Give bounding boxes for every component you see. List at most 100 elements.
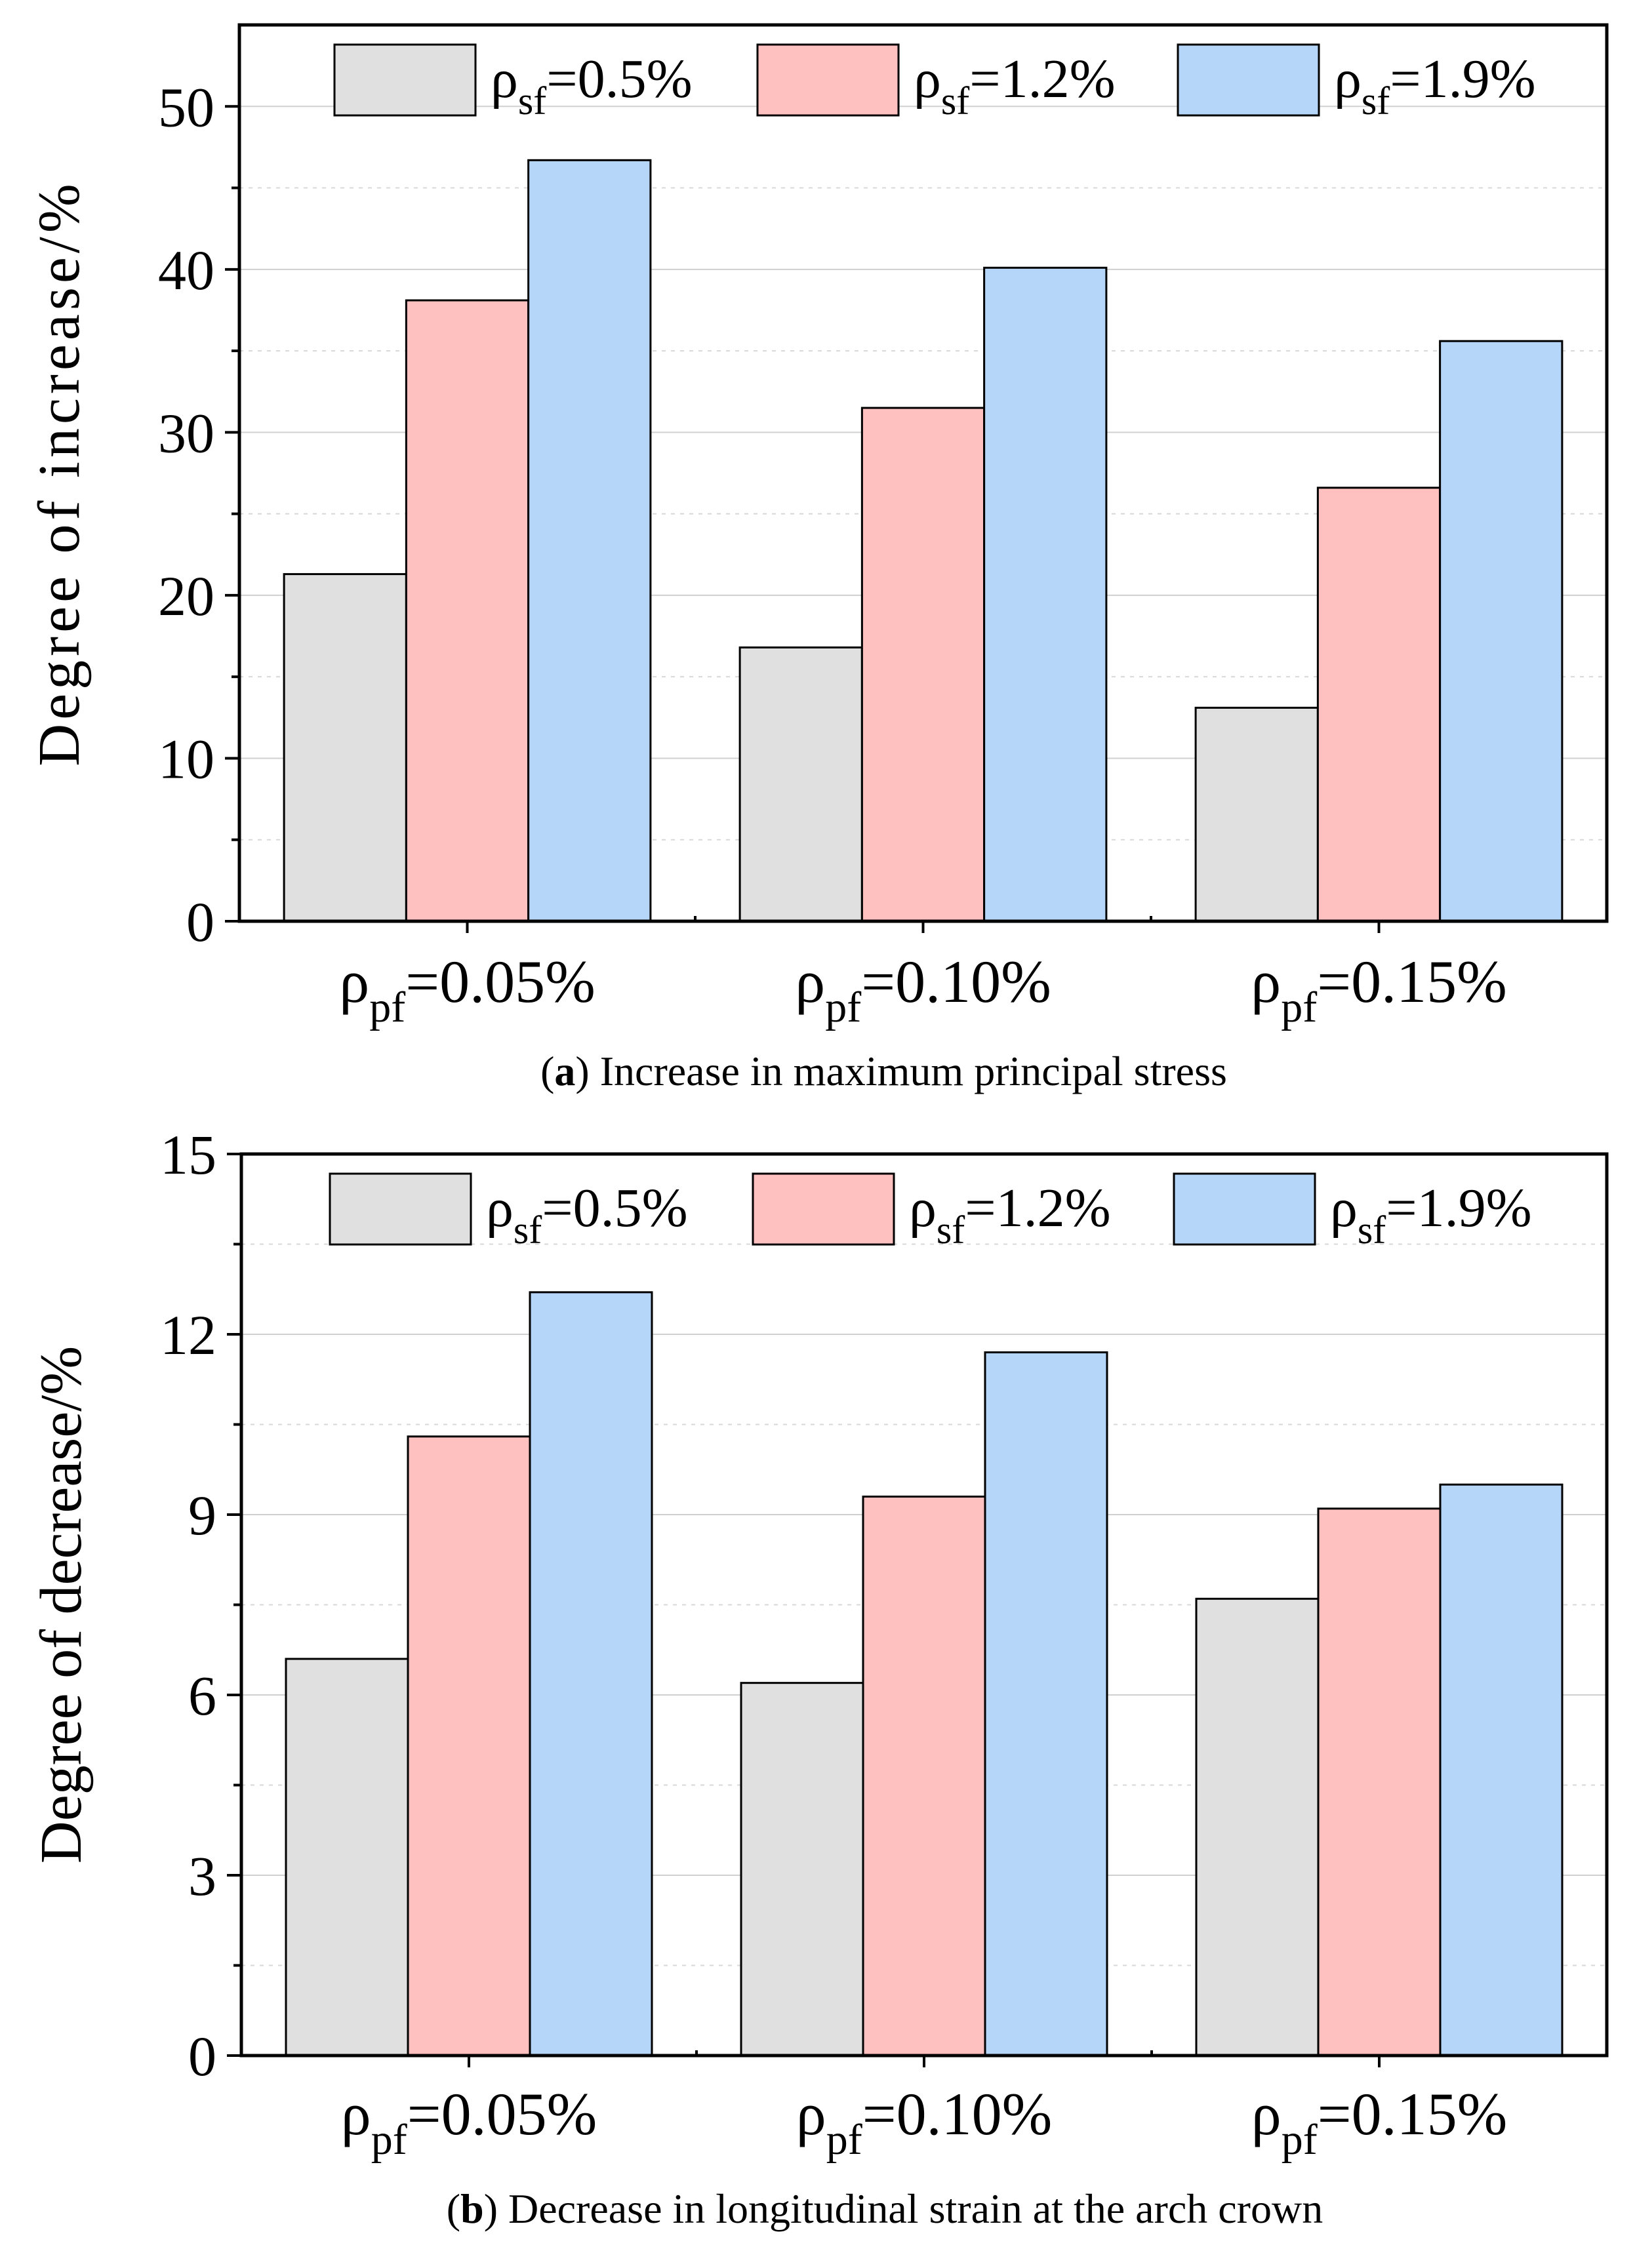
legend-swatch [1173,1172,1316,1246]
bar-sf-1-cat-3 [1195,1597,1320,2057]
y-tick-label: 50 [158,75,214,138]
legend: ρsf=0.5% ρsf=1.2% ρsf=1.9% [333,43,1536,123]
x-axis: ρpf=0.05% ρpf=0.10% ρpf=0.15% [341,2050,1507,2164]
legend-label-value: =1.9% [1390,49,1535,109]
legend-label-symbol: ρ [1330,1178,1358,1239]
legend-label-symbol: ρ [486,1178,514,1239]
x-tick-label: ρpf=0.10% [795,948,1051,1031]
panel-caption: (a) Increase in maximum principal stress [540,1048,1227,1094]
legend-item: ρsf=1.9% [1177,43,1536,123]
x-tick-label-symbol: ρ [339,948,369,1015]
legend-label-value: =0.5% [542,1178,687,1239]
legend-swatch [752,1172,895,1246]
x-tick-label-value: =0.15% [1318,2080,1508,2147]
x-tick-label-subscript: pf [826,2116,862,2164]
y-axis: 0 10 20 30 40 50 [158,75,239,953]
x-tick-label: ρpf=0.05% [341,2080,597,2164]
x-tick-label-subscript: pf [1281,984,1317,1031]
x-tick-label: ρpf=0.10% [796,2080,1052,2164]
x-tick-label-symbol: ρ [1251,2080,1282,2147]
legend-label: ρsf=1.2% [914,49,1116,123]
legend-label-value: =1.9% [1386,1178,1531,1239]
legend-label-subscript: sf [514,1208,542,1252]
legend-label-subscript: sf [518,79,546,123]
y-tick-label: 12 [160,1303,216,1366]
caption-paren-open: ( [447,2185,460,2232]
y-axis-label: Degree of increase/% [27,180,92,766]
bar-sf-3-cat-1 [527,159,652,923]
caption-paren-open: ( [540,1048,554,1094]
legend: ρsf=0.5% ρsf=1.2% ρsf=1.9% [329,1172,1532,1252]
x-tick-label-value: =0.15% [1317,948,1507,1015]
y-tick-label: 9 [188,1484,216,1547]
legend-swatch [1177,43,1320,117]
caption-text: Decrease in longitudinal strain at the a… [508,2185,1323,2232]
x-tick-label-symbol: ρ [796,2080,826,2147]
x-tick-label-symbol: ρ [795,948,825,1015]
legend-label-subscript: sf [937,1208,965,1252]
legend-label-symbol: ρ [909,1178,937,1239]
y-tick-label: 0 [188,2025,216,2088]
x-tick-label-subscript: pf [371,2116,407,2164]
bar-sf-2-cat-3 [1317,1507,1442,2057]
x-tick-label-value: =0.05% [405,948,595,1015]
bar-sf-1-cat-2 [738,646,863,923]
y-tick-label: 20 [158,565,214,627]
bar-sf-1-cat-2 [740,1682,864,2057]
legend-item: ρsf=1.9% [1173,1172,1532,1252]
panel-caption: (b) Decrease in longitudinal strain at t… [447,2185,1323,2232]
x-tick-label-subscript: pf [1282,2116,1318,2164]
caption-letter: a [554,1048,575,1094]
legend-label: ρsf=0.5% [486,1178,688,1252]
y-tick-label: 3 [188,1844,216,1907]
y-tick-label: 30 [158,401,214,464]
y-axis-label: Degree of decrease/% [29,1346,94,1863]
legend-label-symbol: ρ [914,49,941,109]
y-tick-label: 10 [158,727,214,790]
bars [283,159,1564,923]
bar-sf-3-cat-1 [529,1291,653,2057]
bar-sf-2-cat-3 [1316,487,1442,923]
bar-sf-1-cat-1 [283,573,407,923]
x-tick-label-value: =0.10% [861,948,1051,1015]
x-tick-label-value: =0.05% [407,2080,597,2147]
bar-sf-1-cat-3 [1194,706,1319,923]
legend-label-symbol: ρ [491,49,518,109]
x-tick-label: ρpf=0.15% [1251,948,1506,1031]
y-axis: 0 3 6 9 12 15 [160,1123,241,2088]
legend-item: ρsf=0.5% [329,1172,688,1252]
legend-swatch [329,1172,472,1246]
bars [285,1291,1564,2057]
x-tick-label-value: =0.10% [862,2080,1053,2147]
x-axis: ρpf=0.05% ρpf=0.10% ρpf=0.15% [339,916,1507,1031]
caption-text: Increase in maximum principal stress [600,1048,1227,1094]
caption-paren-close: ) [484,2185,508,2232]
legend-label-value: =1.2% [965,1178,1110,1239]
bar-sf-2-cat-1 [407,1435,531,2057]
legend-label: ρsf=0.5% [491,49,693,123]
bar-sf-1-cat-1 [285,1658,409,2057]
caption-letter: b [460,2185,484,2232]
y-tick-label: 0 [186,890,214,953]
bar-sf-2-cat-2 [860,407,986,923]
bar-sf-3-cat-2 [983,266,1108,923]
legend-swatch [333,43,477,117]
legend-item: ρsf=1.2% [756,43,1116,123]
x-tick-label-symbol: ρ [341,2080,371,2147]
x-tick-label: ρpf=0.15% [1251,2080,1507,2164]
bar-sf-3-cat-2 [984,1351,1108,2057]
x-tick-label: ρpf=0.05% [339,948,595,1031]
legend-label-subscript: sf [1362,79,1390,123]
legend-label: ρsf=1.9% [1330,1178,1532,1252]
bar-sf-2-cat-1 [405,299,530,923]
legend-item: ρsf=1.2% [752,1172,1111,1252]
legend-label-subscript: sf [1358,1208,1386,1252]
y-tick-label: 6 [188,1664,216,1727]
x-tick-label-subscript: pf [369,984,405,1031]
caption-paren-close: ) [575,1048,599,1094]
y-tick-label: 40 [158,239,214,302]
x-tick-label-symbol: ρ [1251,948,1281,1015]
